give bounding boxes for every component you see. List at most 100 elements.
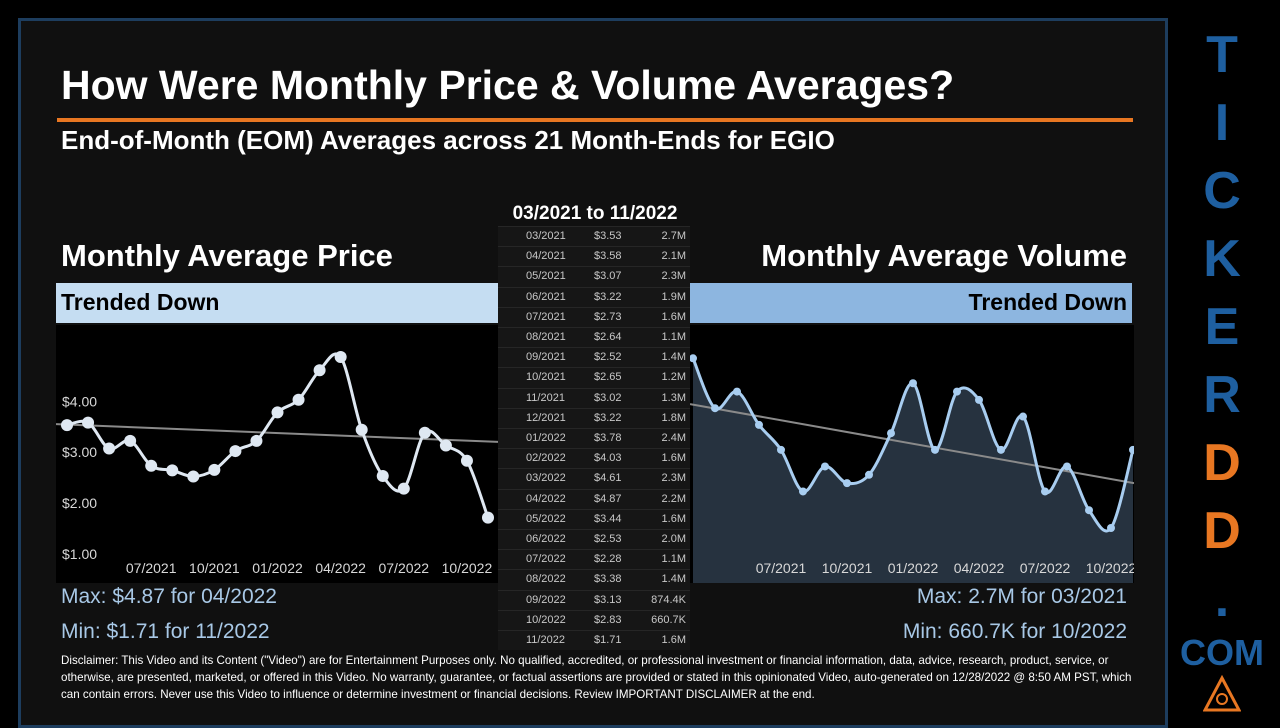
data-point [799, 487, 807, 496]
volume-min-stat: Min: 660.7K for 10/2022 [902, 620, 1127, 643]
logo-letter: E [1204, 298, 1240, 356]
price-trend-label: Trended Down [61, 289, 220, 315]
data-point [711, 404, 719, 413]
x-tick-label: 07/2022 [1020, 560, 1071, 576]
data-point [292, 393, 305, 406]
x-tick-label: 10/2021 [189, 560, 240, 576]
table-row: 06/2021 $3.22 1.9M [498, 286, 690, 307]
data-point [61, 419, 73, 432]
table-cell-volume: 1.6M [661, 310, 686, 323]
data-point [376, 469, 389, 482]
table-cell-volume: 1.3M [661, 391, 686, 404]
table-cell-price: $2.65 [594, 371, 622, 384]
x-tick-label: 07/2021 [756, 560, 807, 576]
table-cell-volume: 1.4M [661, 573, 686, 586]
table-cell-month: 11/2022 [526, 634, 565, 646]
volume-trend-label: Trended Down [968, 289, 1127, 315]
table-cell-month: 11/2021 [526, 391, 565, 404]
data-point [145, 459, 158, 472]
data-point [733, 387, 741, 396]
data-point [1019, 412, 1027, 421]
chart-background [56, 325, 498, 583]
data-point [975, 395, 983, 404]
data-point [997, 445, 1005, 454]
table-cell-month: 08/2021 [526, 331, 566, 343]
disclaimer-text: Disclaimer: This Video and its Content (… [61, 654, 1132, 701]
data-point [777, 445, 785, 454]
x-tick-label: 10/2022 [442, 560, 493, 576]
table-row: 10/2021 $2.65 1.2M [498, 367, 690, 387]
table-row: 07/2022 $2.28 1.1M [498, 549, 690, 569]
data-point [1107, 524, 1115, 533]
table-row: 03/2022 $4.61 2.3M [498, 468, 690, 488]
table-cell-price: $4.61 [594, 472, 622, 485]
x-tick-label: 04/2022 [315, 560, 366, 576]
data-point [313, 364, 326, 377]
table-cell-volume: 1.1M [661, 331, 686, 343]
logo-letter: T [1206, 26, 1238, 84]
price-min-stat: Min: $1.71 for 11/2022 [61, 620, 270, 643]
table-cell-month: 02/2022 [526, 452, 566, 465]
table-cell-volume: 1.6M [661, 512, 686, 525]
trend-line [56, 423, 498, 443]
data-point [187, 470, 200, 483]
table-cell-volume: 2.2M [661, 492, 686, 505]
volume-max-stat: Max: 2.7M for 03/2021 [916, 585, 1127, 608]
table-cell-month: 07/2021 [526, 310, 566, 323]
table-cell-price: $3.78 [594, 432, 622, 444]
logo-letter: I [1214, 94, 1230, 152]
table-cell-price: $3.22 [594, 411, 622, 424]
table-row: 07/2021 $2.73 1.6M [498, 306, 690, 327]
data-point [1085, 506, 1093, 515]
table-row: 04/2021 $3.58 2.1M [498, 246, 690, 266]
data-point [690, 354, 697, 363]
data-point [271, 406, 284, 419]
table-row: 05/2021 $3.07 2.3M [498, 266, 690, 286]
table-cell-volume: 1.8M [661, 411, 686, 424]
volume-chart: 1.0M2.0M07/202110/202101/202204/202207/2… [690, 325, 1134, 583]
table-cell-volume: 1.1M [661, 553, 686, 566]
table-cell-month: 06/2021 [526, 290, 566, 303]
table-cell-volume: 1.2M [661, 371, 686, 384]
table-row: 09/2021 $2.52 1.4M [498, 347, 690, 367]
data-point [821, 462, 829, 471]
data-point [418, 426, 431, 439]
table-cell-price: $2.83 [594, 613, 622, 626]
data-point [482, 511, 494, 524]
data-point [1041, 487, 1049, 496]
table-cell-price: $2.52 [594, 351, 622, 364]
logo-letter: C [1203, 162, 1241, 220]
table-row: 09/2022 $3.13 874.4K [498, 589, 690, 610]
table-cell-volume: 1.6M [661, 634, 686, 646]
logo-letter: R [1203, 366, 1241, 424]
table-cell-volume: 2.4M [661, 432, 686, 444]
table-cell-volume: 874.4K [651, 593, 686, 606]
logo-letter: D [1203, 434, 1241, 492]
table-cell-price: $3.38 [594, 573, 622, 586]
logo-letter: K [1203, 230, 1241, 288]
table-cell-price: $1.71 [594, 634, 622, 646]
warning-triangle-icon [1203, 675, 1241, 712]
table-cell-price: $3.44 [594, 512, 622, 525]
x-tick-label: 07/2022 [378, 560, 429, 576]
data-point [887, 429, 895, 438]
y-tick-label: $2.00 [62, 495, 97, 511]
table-cell-volume: 2.0M [661, 533, 686, 545]
data-point [755, 420, 763, 429]
table-cell-price: $3.07 [594, 270, 622, 283]
title-divider [57, 118, 1133, 122]
table-row: 01/2022 $3.78 2.4M [498, 428, 690, 448]
table-cell-price: $3.53 [594, 230, 622, 242]
data-point [82, 416, 95, 429]
table-cell-volume: 1.9M [661, 290, 686, 303]
data-point [909, 379, 917, 388]
table-cell-volume: 2.1M [661, 250, 686, 263]
table-cell-month: 03/2021 [526, 230, 566, 242]
price-chart: $1.00 $2.00 $3.00 $4.00 07/2021 10/2021 01/202… [56, 325, 498, 583]
y-tick-label: $1.00 [62, 546, 97, 562]
table-cell-month: 03/2022 [526, 472, 566, 485]
table-cell-month: 09/2021 [526, 351, 566, 364]
table-cell-month: 04/2021 [526, 250, 566, 263]
x-tick-label: 04/2022 [954, 560, 1005, 576]
data-point [397, 482, 410, 495]
